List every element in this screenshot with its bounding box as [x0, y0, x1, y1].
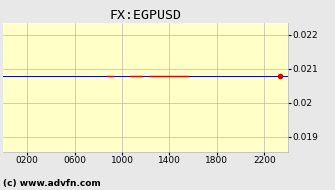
Title: FX:EGPUSD: FX:EGPUSD	[110, 9, 182, 22]
Text: (c) www.advfn.com: (c) www.advfn.com	[3, 179, 101, 188]
